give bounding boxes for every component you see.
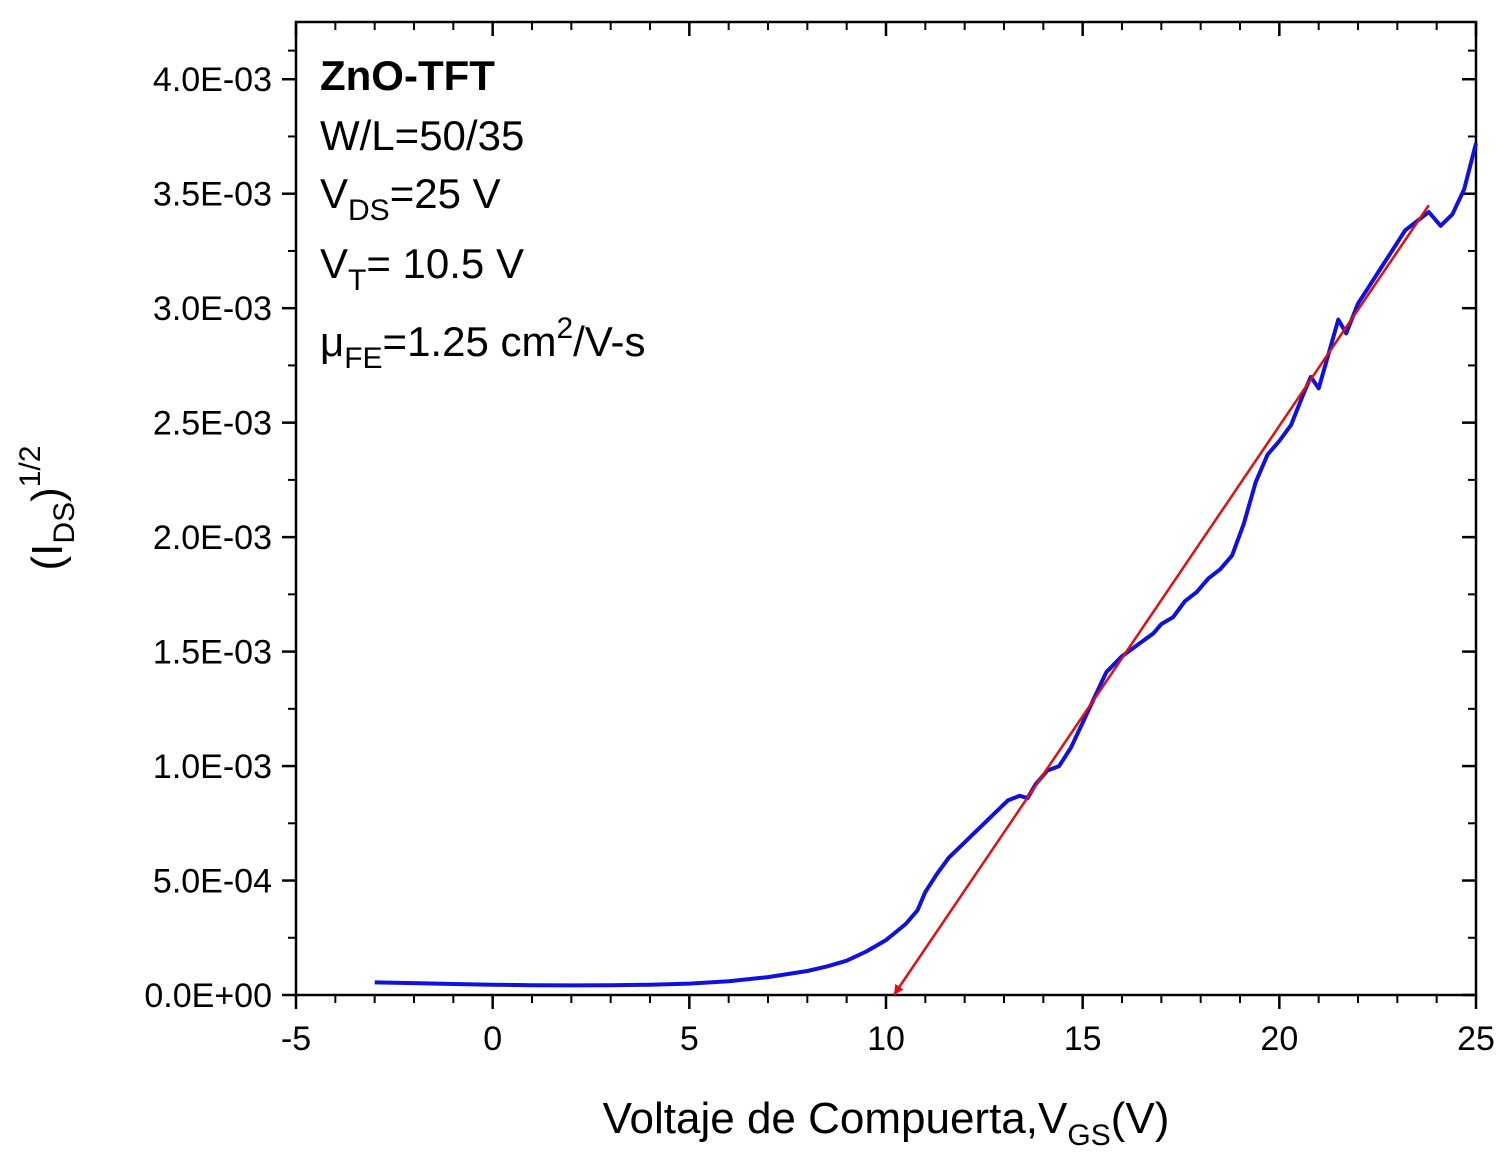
x-tick-label: 5 [680, 1020, 699, 1058]
y-tick-label: 1.5E-03 [153, 634, 272, 672]
y-ticks: 0.0E+00 5.0E-04 1.0E-03 1.5E-03 2.0E-03 2.5E-… [144, 49, 1476, 1015]
x-tick-label: 20 [1260, 1020, 1298, 1058]
x-tick-label: 25 [1457, 1020, 1495, 1058]
x-tick-label: 15 [1064, 1020, 1102, 1058]
annotation-title: ZnO-TFT [320, 52, 495, 99]
x-ticks: -5 0 5 10 15 20 25 [281, 22, 1495, 1058]
annotation-geometry: W/L=50/35 [320, 112, 524, 159]
y-axis-title: (IDS)1/2 [14, 446, 81, 571]
measured-series-line [374, 142, 1478, 988]
y-tick-label: 2.0E-03 [153, 519, 272, 557]
y-tick-label: 3.5E-03 [153, 176, 272, 214]
annotation-mobility: μFE=1.25 cm2/V-s [320, 312, 646, 375]
x-tick-label: 10 [867, 1020, 905, 1058]
y-tick-label: 3.0E-03 [153, 290, 272, 328]
annotation-vt: VT= 10.5 V [320, 240, 524, 297]
x-tick-label: -5 [281, 1020, 311, 1058]
annotation-vds: VDS=25 V [320, 170, 501, 227]
fit-arrow-line [892, 204, 1430, 996]
series-layer [374, 142, 1478, 996]
y-tick-label: 2.5E-03 [153, 405, 272, 443]
y-tick-label: 0.0E+00 [144, 977, 272, 1015]
y-tick-label: 4.0E-03 [153, 61, 272, 99]
y-tick-label: 1.0E-03 [153, 748, 272, 786]
plot-frame [294, 20, 1478, 997]
y-tick-label: 5.0E-04 [153, 863, 272, 901]
x-tick-label: 0 [483, 1020, 502, 1058]
x-axis-title: Voltaje de Compuerta,VGS(V) [603, 1094, 1170, 1152]
